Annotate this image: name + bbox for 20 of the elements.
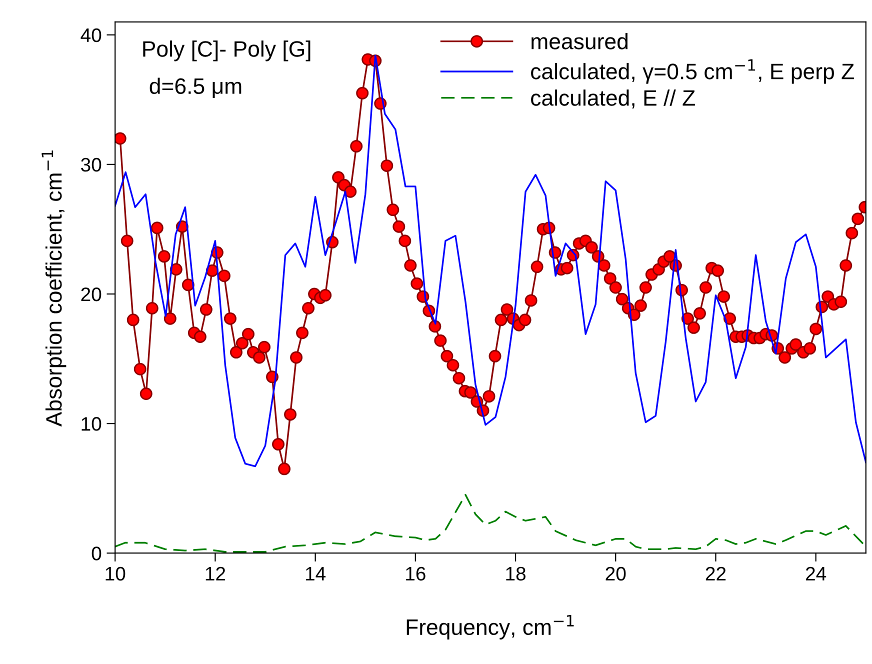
- x-tick-label: 18: [506, 566, 526, 581]
- x-tick-label: 20: [606, 566, 626, 581]
- y-tick-label: 40: [80, 28, 102, 42]
- y-tick-label: 0: [92, 546, 102, 560]
- y-tick-label: 30: [81, 158, 102, 172]
- x-tick-label: 24: [806, 566, 826, 580]
- x-tick-label: 12: [206, 566, 226, 580]
- annotation: d=6.5 μm: [150, 78, 242, 98]
- x-axis-title: Frequency, cm$^{−1}$: [406, 614, 574, 640]
- y-tick-label: 20: [81, 287, 102, 302]
- annotation: Poly [C]- Poly [G]: [143, 40, 310, 62]
- x-tick-label: 22: [706, 566, 726, 580]
- x-tick-label: 16: [406, 566, 426, 581]
- legend-label: calculated, γ=0.5 cm$^{−1}$, E perp Z: [531, 59, 854, 84]
- y-tick-label: 10: [82, 417, 102, 431]
- legend-label: measured: [532, 33, 628, 50]
- y-axis-title: Absorption coefficient, cm$^{−1}$: [42, 150, 66, 427]
- x-tick-label: 10: [106, 566, 126, 581]
- legend-label: calculated, E // Z: [531, 90, 695, 108]
- x-tick-label: 14: [306, 567, 326, 580]
